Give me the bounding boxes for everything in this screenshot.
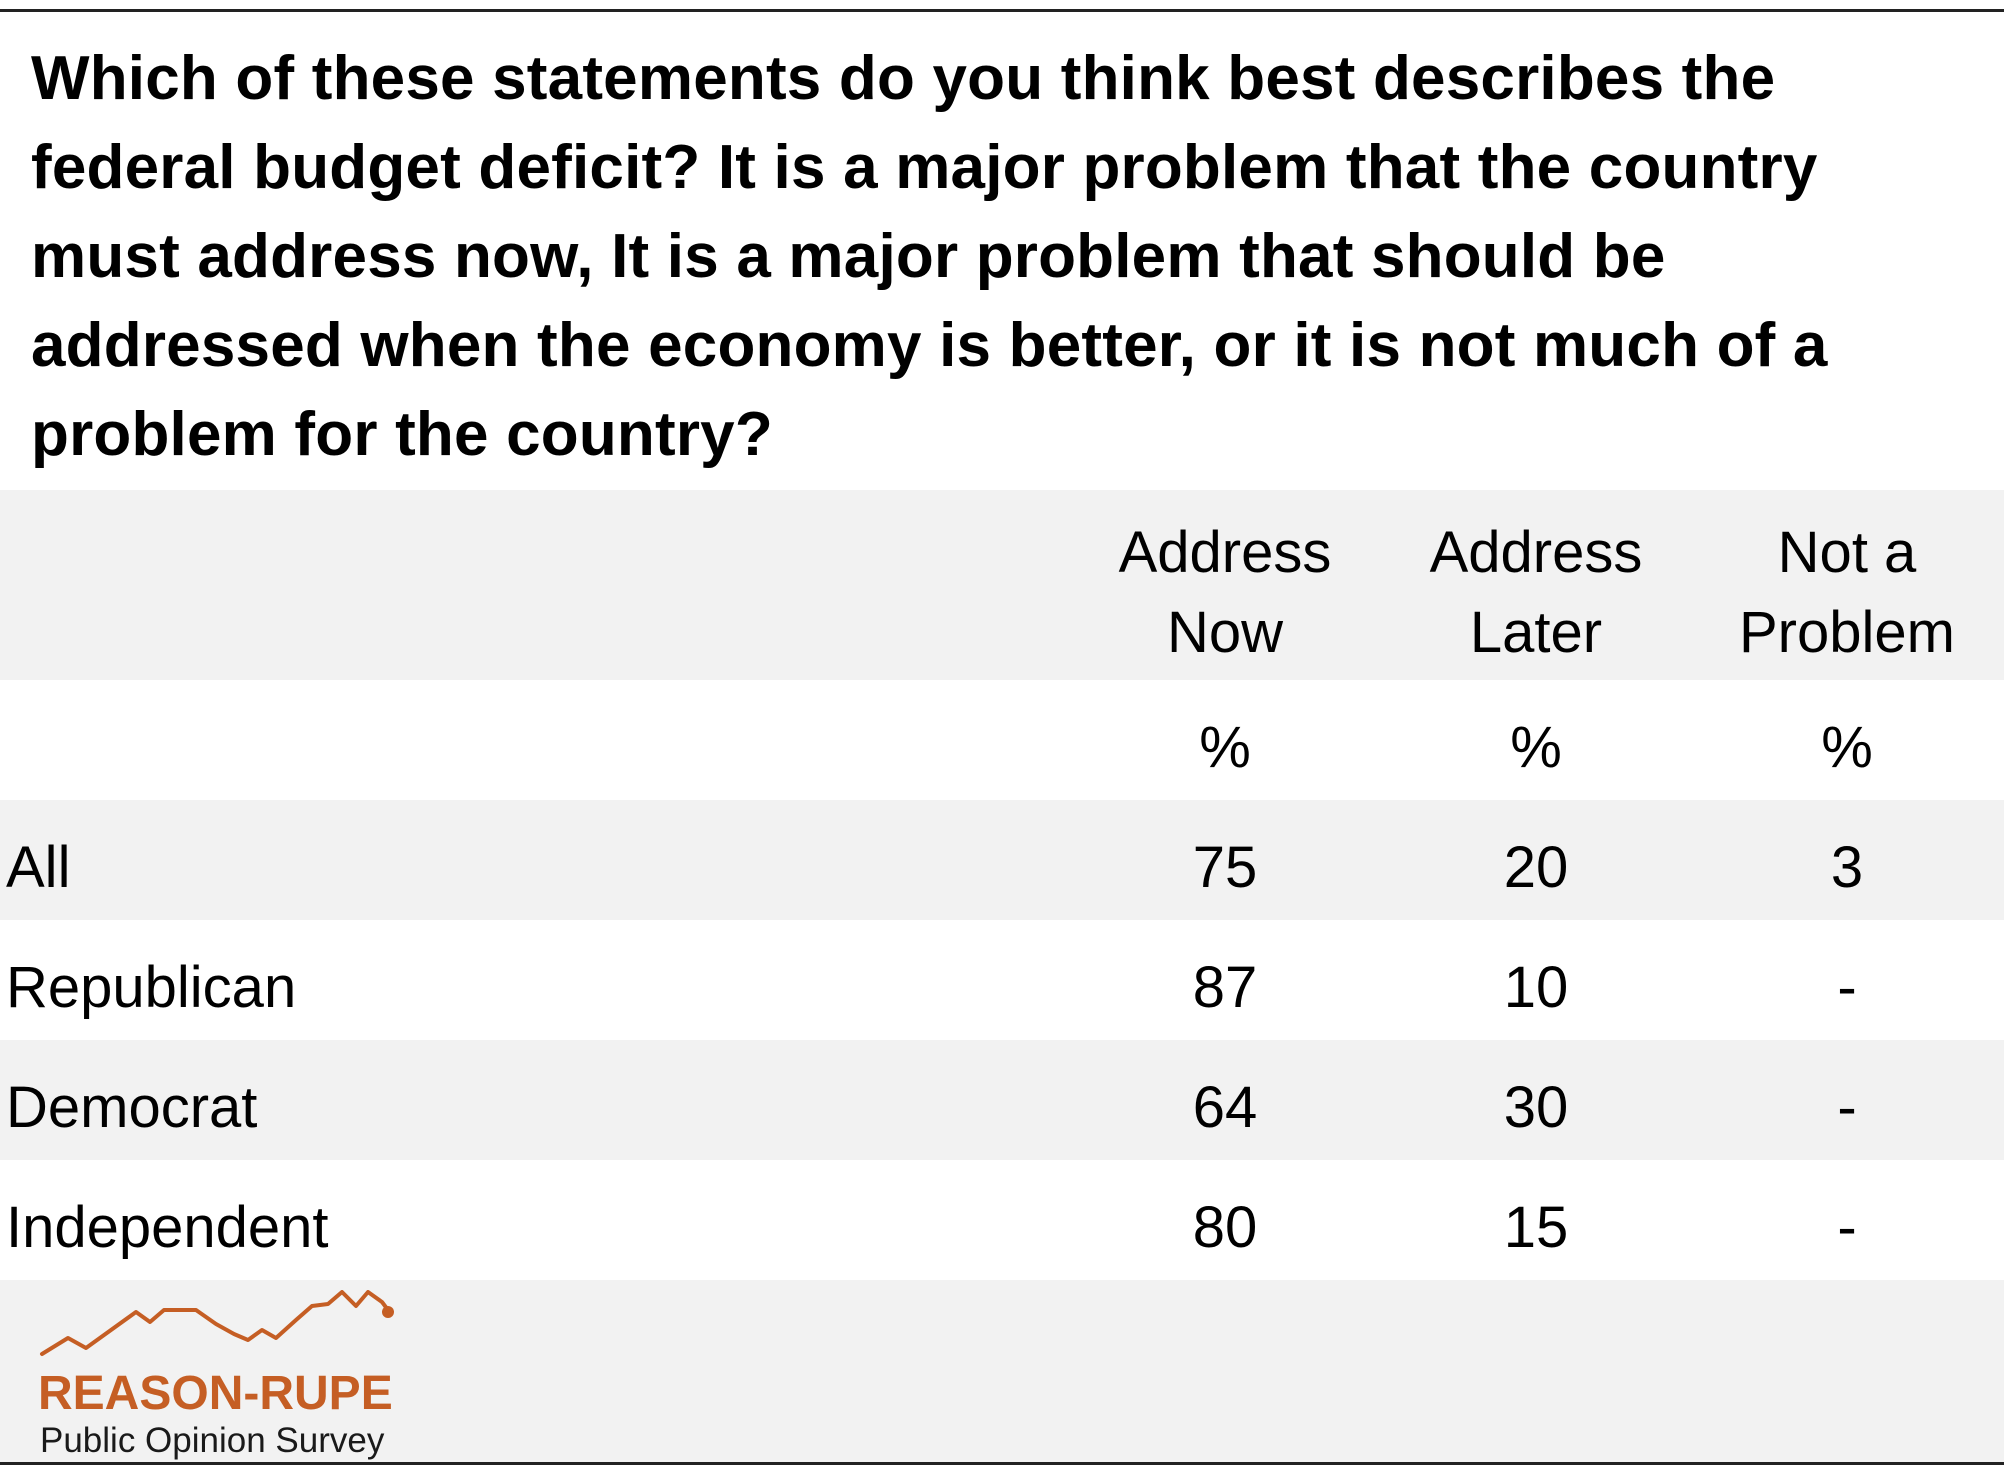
table-cell: - (1837, 955, 1857, 1020)
row-label: Independent (6, 1195, 329, 1260)
unit-label: % (1510, 715, 1562, 780)
table-cell: 80 (1192, 1195, 1258, 1260)
table-cell: - (1837, 1075, 1857, 1140)
table-cell: 87 (1192, 955, 1258, 1020)
table-cell: - (1837, 1195, 1857, 1260)
unit-label: % (1199, 715, 1251, 780)
col-header-line1: Not a (1777, 520, 1917, 585)
row-label: All (6, 835, 71, 900)
question-text: Which of these statements do you think b… (31, 44, 1828, 469)
logo-end-dot (382, 1306, 394, 1318)
table-cell: 75 (1192, 835, 1258, 900)
col-header-line2: Now (1166, 600, 1284, 665)
unit-band (0, 680, 2004, 800)
logo-zigzag-line (40, 1290, 390, 1356)
col-header-address-now: Address Now (1075, 513, 1375, 673)
logo-subtitle: Public Opinion Survey (40, 1421, 385, 1460)
table-cell: 10 (1503, 955, 1569, 1020)
table-cell: 20 (1503, 835, 1569, 900)
bottom-rule (0, 1462, 2004, 1465)
table-cell: 15 (1503, 1195, 1569, 1260)
row-band-democrat (0, 1040, 2004, 1160)
footer-band (0, 1280, 2004, 1462)
top-rule (0, 9, 2004, 12)
table-cell: 64 (1192, 1075, 1258, 1140)
col-header-not-a-problem: Not a Problem (1697, 513, 1997, 673)
table-cell: 30 (1503, 1075, 1569, 1140)
row-band-all (0, 800, 2004, 920)
col-header-address-later: Address Later (1386, 513, 1686, 673)
col-header-line1: Address (1118, 520, 1332, 585)
row-band-independent (0, 1160, 2004, 1280)
col-header-line2: Problem (1739, 600, 1955, 665)
unit-label: % (1821, 715, 1873, 780)
col-header-line2: Later (1469, 600, 1603, 665)
reason-rupe-logo-icon (40, 1290, 394, 1356)
row-label: Republican (6, 955, 297, 1020)
table-cell: 3 (1830, 835, 1864, 900)
row-band-republican (0, 920, 2004, 1040)
col-header-line1: Address (1429, 520, 1643, 585)
logo-name: REASON-RUPE (38, 1367, 393, 1420)
header-band (0, 490, 2004, 680)
row-label: Democrat (6, 1075, 258, 1140)
